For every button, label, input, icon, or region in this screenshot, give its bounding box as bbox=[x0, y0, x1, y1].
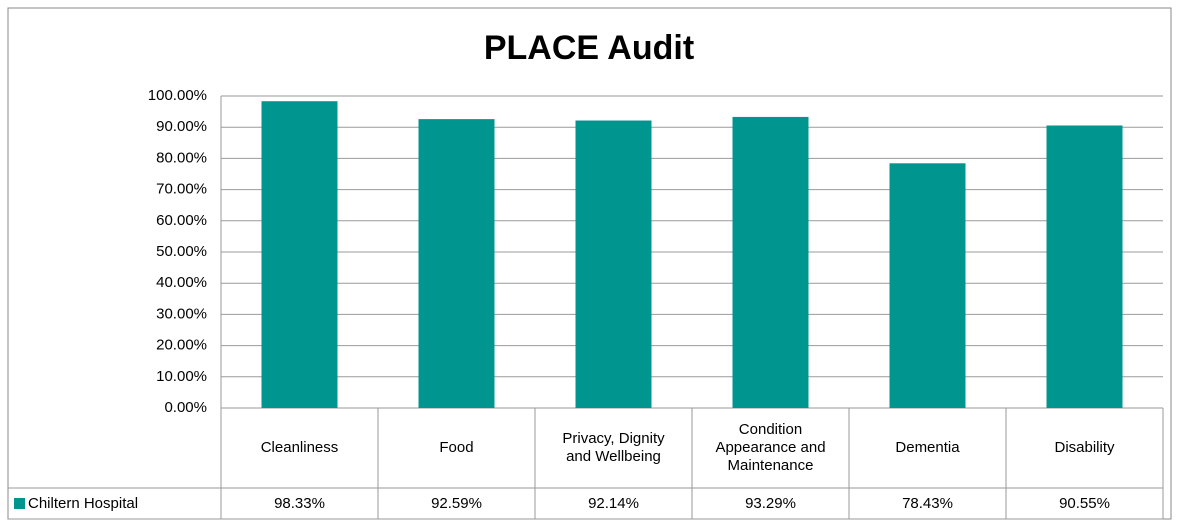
data-table-value: 78.43% bbox=[902, 494, 953, 512]
y-tick-label: 20.00% bbox=[156, 337, 207, 354]
bar bbox=[889, 163, 966, 408]
legend-label: Chiltern Hospital bbox=[28, 494, 139, 512]
data-table-value: 98.33% bbox=[274, 494, 325, 512]
data-table-value: 92.14% bbox=[588, 494, 639, 512]
y-tick-label: 10.00% bbox=[156, 368, 207, 385]
y-tick-label: 40.00% bbox=[156, 274, 207, 291]
y-tick-label: 80.00% bbox=[156, 149, 207, 166]
y-tick-label: 30.00% bbox=[156, 305, 207, 322]
legend-key bbox=[14, 498, 25, 509]
x-tick-label: Condition Appearance and Maintenance bbox=[715, 421, 826, 474]
x-tick-label: Dementia bbox=[895, 439, 960, 456]
x-tick-label: Cleanliness bbox=[260, 439, 339, 456]
bar bbox=[418, 119, 495, 408]
data-table-value: 93.29% bbox=[745, 494, 796, 512]
data-table-value: 92.59% bbox=[431, 494, 482, 512]
x-tick-label: Food bbox=[439, 439, 474, 456]
y-tick-label: 70.00% bbox=[156, 181, 207, 198]
bar bbox=[1046, 125, 1123, 408]
x-tick-label: Disability bbox=[1054, 439, 1115, 456]
bar bbox=[575, 120, 652, 409]
bar bbox=[732, 116, 809, 408]
x-tick-label: Privacy, Dignity and Wellbeing bbox=[562, 430, 665, 465]
data-table-value: 90.55% bbox=[1059, 494, 1110, 512]
y-tick-label: 50.00% bbox=[156, 243, 207, 260]
y-tick-label: 90.00% bbox=[156, 118, 207, 135]
y-tick-label: 60.00% bbox=[156, 212, 207, 229]
chart-title: PLACE Audit bbox=[484, 29, 694, 67]
y-tick-label: 0.00% bbox=[164, 399, 207, 416]
bar bbox=[261, 101, 338, 409]
y-tick-label: 100.00% bbox=[148, 87, 207, 104]
